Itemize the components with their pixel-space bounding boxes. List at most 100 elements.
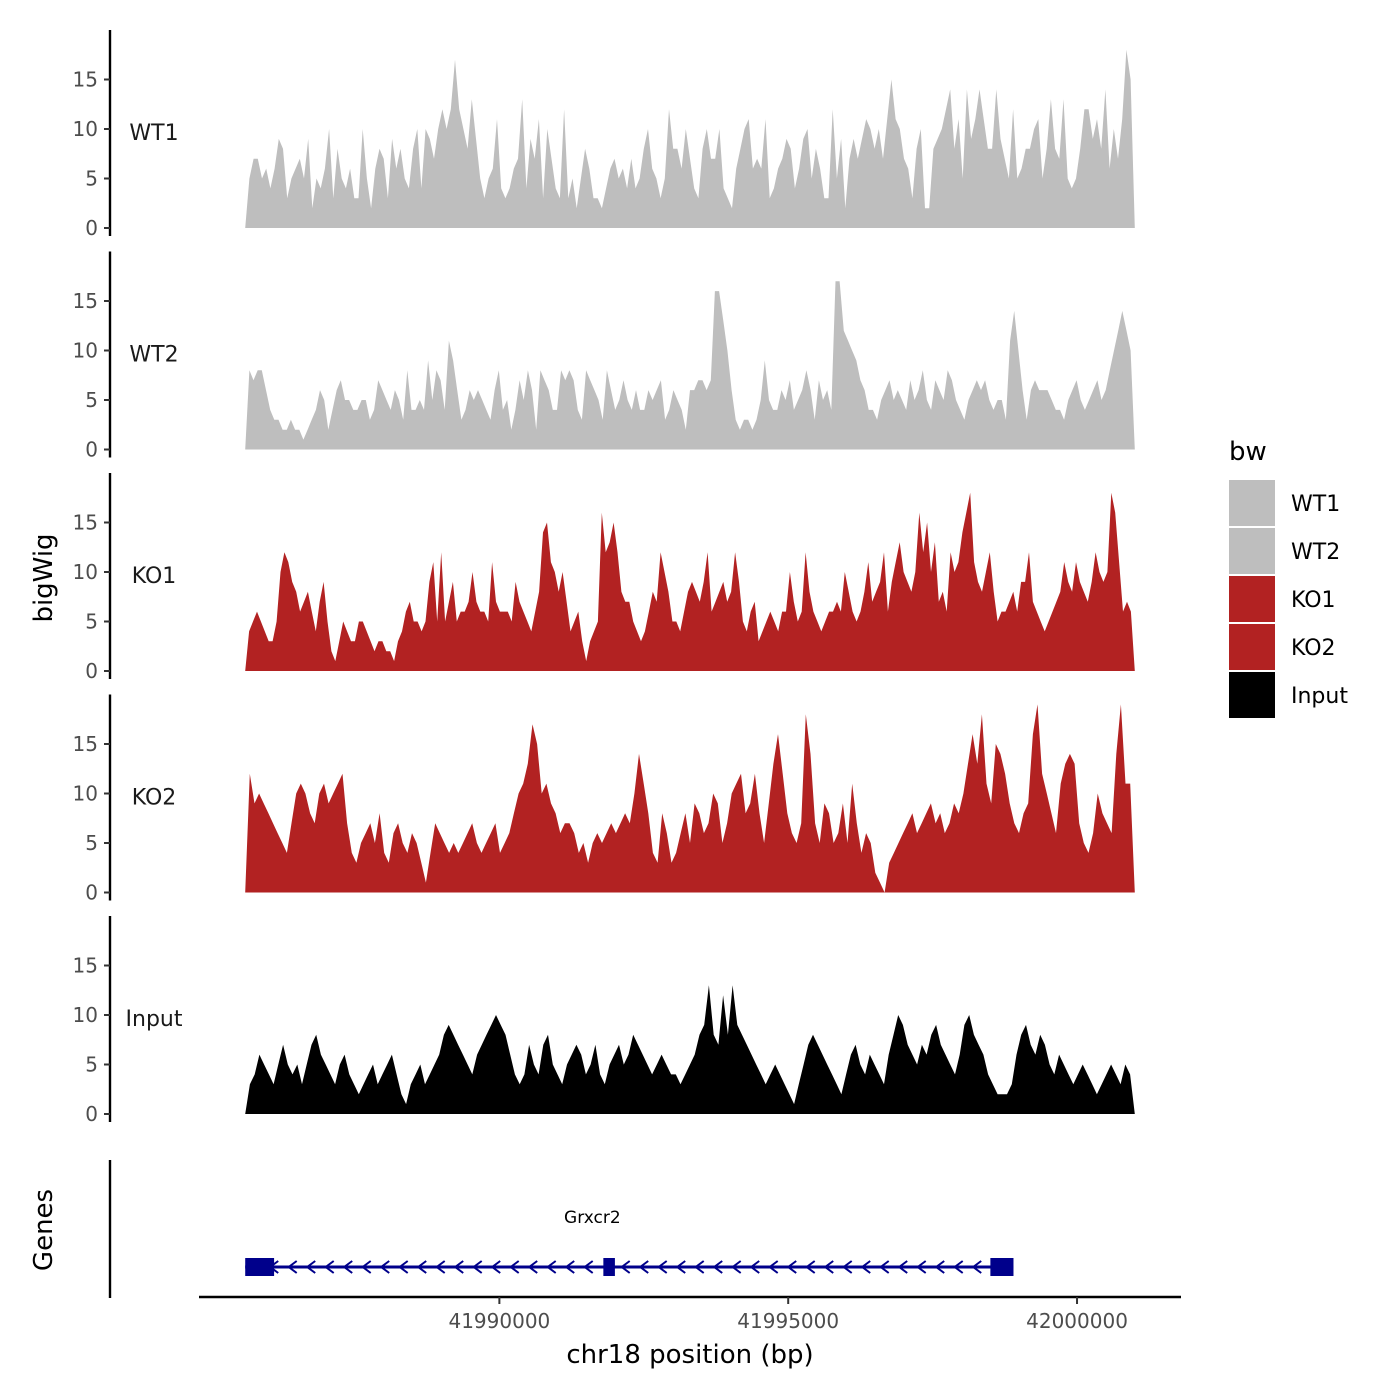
legend: WT1 WT2 KO1 KO2 Input — [1229, 480, 1348, 718]
strand-arrow — [897, 1260, 908, 1274]
strand-arrow — [490, 1260, 501, 1274]
strand-arrow — [879, 1260, 890, 1274]
y-tick-label: 10 — [73, 560, 98, 584]
genes-group: Grxcr2 — [108, 1160, 1014, 1298]
strand-arrow — [657, 1260, 668, 1274]
legend-label: Input — [1291, 684, 1348, 709]
y-tick-label: 5 — [85, 831, 98, 855]
legend-key — [1229, 576, 1275, 622]
y-tick-label: 0 — [85, 1102, 98, 1126]
legend-label: WT2 — [1291, 540, 1340, 565]
strand-arrow — [842, 1260, 853, 1274]
strand-arrow — [509, 1260, 520, 1274]
strand-arrow — [564, 1260, 575, 1274]
strand-arrow — [953, 1260, 964, 1274]
strand-arrow — [768, 1260, 779, 1274]
track-input: 0 5 10 15 Input — [73, 916, 1135, 1126]
y-tick-label: 15 — [73, 68, 98, 92]
gene-grxcr2: Grxcr2 — [245, 1208, 1014, 1276]
track-wt1: 0 5 10 15 WT1 — [73, 30, 1135, 240]
strand-arrow — [416, 1260, 427, 1274]
strand-arrow — [361, 1260, 372, 1274]
area-ko1 — [245, 492, 1135, 671]
track-label-ko2: KO2 — [132, 786, 177, 811]
area-wt1 — [245, 49, 1135, 228]
y-tick-label: 10 — [73, 782, 98, 806]
y-tick-label: 0 — [85, 659, 98, 683]
strand-arrow — [786, 1260, 797, 1274]
strand-arrow — [305, 1260, 316, 1274]
strand-arrow — [453, 1260, 464, 1274]
y-tick-label: 5 — [85, 610, 98, 634]
track-wt2: 0 5 10 15 WT2 — [73, 251, 1135, 462]
y-tick-label: 10 — [73, 339, 98, 363]
strand-arrow — [805, 1260, 816, 1274]
tracks-group: 0 5 10 15 WT1 0 5 10 15 WT2 0 5 10 15 KO1 0 5 10 15 KO2 0 5 10… — [73, 30, 1135, 1126]
strand-arrow — [287, 1260, 298, 1274]
gene-exon — [245, 1258, 275, 1276]
legend-label: WT1 — [1291, 492, 1340, 517]
strand-arrow — [379, 1260, 390, 1274]
legend-key — [1229, 672, 1275, 718]
strand-arrow — [620, 1260, 631, 1274]
strand-arrow — [435, 1260, 446, 1274]
legend-label: KO1 — [1291, 588, 1336, 613]
y-tick-label: 15 — [73, 732, 98, 756]
strand-arrow — [971, 1260, 982, 1274]
x-tick-label: 41995000 — [737, 1309, 839, 1333]
strand-arrow — [398, 1260, 409, 1274]
strand-arrow — [342, 1260, 353, 1274]
genes-axis-title: Genes — [29, 1189, 59, 1271]
strand-arrow — [749, 1260, 760, 1274]
legend-key — [1229, 480, 1275, 526]
gene-label: Grxcr2 — [564, 1208, 621, 1228]
legend-title: bw — [1229, 437, 1267, 467]
legend-key — [1229, 624, 1275, 670]
strand-arrow — [860, 1260, 871, 1274]
track-ko1: 0 5 10 15 KO1 — [73, 473, 1135, 683]
strand-arrow — [712, 1260, 723, 1274]
x-tick-label: 42000000 — [1026, 1309, 1128, 1333]
legend-item-ko1: KO1 — [1229, 576, 1336, 622]
y-tick-label: 5 — [85, 167, 98, 191]
strand-arrow — [324, 1260, 335, 1274]
strand-arrow — [916, 1260, 927, 1274]
y-axis-title: bigWig — [29, 533, 59, 622]
y-tick-label: 15 — [73, 511, 98, 535]
legend-item-wt1: WT1 — [1229, 480, 1340, 526]
y-tick-label: 15 — [73, 289, 98, 313]
y-tick-label: 5 — [85, 1053, 98, 1077]
strand-arrow — [675, 1260, 686, 1274]
track-label-input: Input — [126, 1007, 183, 1032]
y-tick-label: 0 — [85, 216, 98, 240]
legend-item-ko2: KO2 — [1229, 624, 1336, 670]
gene-exon — [990, 1258, 1014, 1276]
x-axis-title: chr18 position (bp) — [566, 1340, 813, 1370]
y-tick-label: 10 — [73, 117, 98, 141]
strand-arrow — [731, 1260, 742, 1274]
area-wt2 — [245, 281, 1135, 450]
area-ko2 — [245, 704, 1135, 893]
track-label-ko1: KO1 — [132, 564, 177, 589]
x-tick-label: 41990000 — [448, 1309, 550, 1333]
strand-arrow — [546, 1260, 557, 1274]
strand-arrow — [934, 1260, 945, 1274]
strand-arrow — [527, 1260, 538, 1274]
legend-key — [1229, 528, 1275, 574]
area-input — [245, 985, 1135, 1114]
y-tick-label: 10 — [73, 1003, 98, 1027]
y-tick-label: 5 — [85, 388, 98, 412]
x-axis: 41990000 41995000 42000000 — [199, 1295, 1181, 1333]
y-tick-label: 15 — [73, 954, 98, 978]
strand-arrow — [638, 1260, 649, 1274]
y-tick-label: 0 — [85, 438, 98, 462]
legend-item-input: Input — [1229, 672, 1348, 718]
strand-arrow — [472, 1260, 483, 1274]
gene-exon — [603, 1258, 615, 1276]
strand-arrow — [583, 1260, 594, 1274]
strand-arrow — [694, 1260, 705, 1274]
legend-label: KO2 — [1291, 636, 1336, 661]
strand-arrow — [823, 1260, 834, 1274]
track-label-wt1: WT1 — [129, 121, 178, 146]
